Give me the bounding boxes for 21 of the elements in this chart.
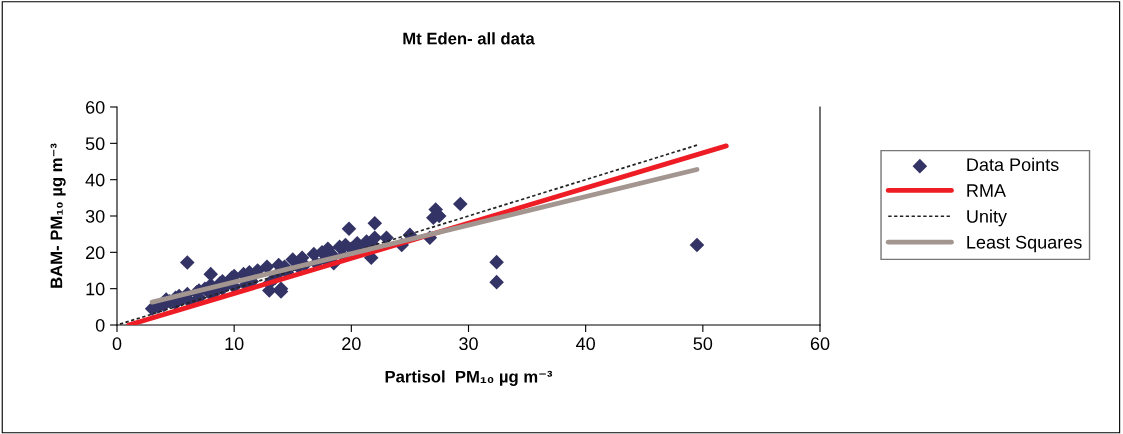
y-axis-title: BAM- PM₁₀ µg m⁻³ — [50, 143, 66, 288]
x-tick-label: 60 — [810, 337, 830, 351]
legend-label: Unity — [967, 209, 1007, 227]
y-tick-label: 20 — [86, 246, 105, 260]
y-tick-label: 30 — [85, 209, 105, 223]
y-tick-label: 0 — [95, 318, 105, 332]
x-tick-label: 0 — [112, 337, 122, 351]
x-tick-label: 10 — [225, 337, 244, 351]
y-tick-label: 10 — [86, 282, 105, 296]
x-tick-label: 30 — [459, 337, 478, 351]
x-tick-label: 40 — [576, 337, 595, 351]
y-tick-label: 50 — [85, 137, 105, 151]
y-tick-label: 40 — [85, 173, 105, 187]
y-tick-label: 60 — [86, 100, 105, 114]
chart-title: Mt Eden- all data — [403, 32, 535, 45]
legend-label: Data Points — [967, 157, 1059, 172]
x-tick-label: 20 — [342, 337, 361, 351]
x-tick-label: 50 — [693, 337, 713, 351]
legend-label: RMA — [967, 184, 1006, 197]
x-axis-title: Partisol PM₁₀ µg m⁻³ — [385, 370, 553, 386]
legend-label: Least Squares — [967, 235, 1082, 253]
